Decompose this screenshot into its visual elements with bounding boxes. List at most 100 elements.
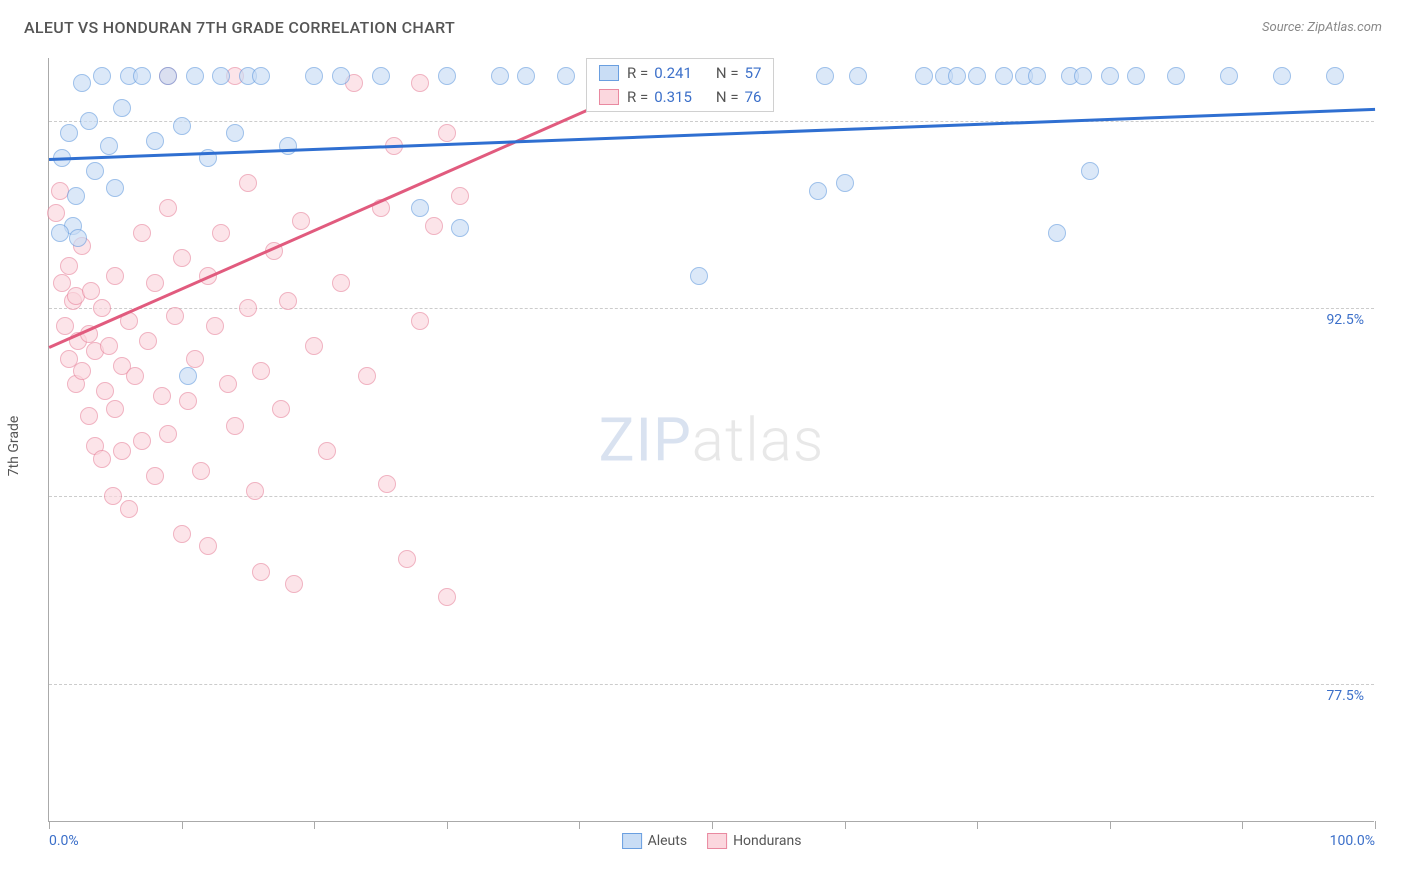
scatter-point <box>239 299 257 317</box>
title-row: ALEUT VS HONDURAN 7TH GRADE CORRELATION … <box>0 0 1406 49</box>
scatter-point <box>968 67 986 85</box>
x-tick <box>1375 821 1376 829</box>
scatter-point <box>226 124 244 142</box>
scatter-point <box>425 217 443 235</box>
scatter-point <box>51 224 69 242</box>
watermark-atlas: atlas <box>692 404 825 475</box>
scatter-point <box>292 212 310 230</box>
scatter-point <box>1127 67 1145 85</box>
scatter-point <box>1028 67 1046 85</box>
scatter-point <box>398 550 416 568</box>
scatter-point <box>159 199 177 217</box>
scatter-point <box>378 475 396 493</box>
scatter-point <box>438 124 456 142</box>
x-tick-label: 0.0% <box>49 833 79 849</box>
y-tick-label: 77.5% <box>1326 688 1364 704</box>
scatter-point <box>93 450 111 468</box>
scatter-point <box>159 67 177 85</box>
x-tick-label: 100.0% <box>1330 833 1375 849</box>
scatter-point <box>173 525 191 543</box>
scatter-point <box>80 407 98 425</box>
scatter-point <box>1273 67 1291 85</box>
x-tick <box>845 821 846 829</box>
scatter-point <box>279 292 297 310</box>
legend: AleutsHondurans <box>622 833 802 849</box>
chart-container: ALEUT VS HONDURAN 7TH GRADE CORRELATION … <box>0 0 1406 892</box>
x-tick <box>1110 821 1111 829</box>
scatter-point <box>995 67 1013 85</box>
scatter-point <box>272 400 290 418</box>
scatter-point <box>113 442 131 460</box>
legend-swatch <box>707 833 727 849</box>
scatter-point <box>1167 67 1185 85</box>
plot-area: ZIPatlas 77.5%92.5%0.0%100.0%R =0.241N =… <box>48 58 1374 822</box>
scatter-point <box>212 67 230 85</box>
scatter-point <box>192 462 210 480</box>
stats-n: N =57 <box>716 64 762 82</box>
scatter-point <box>139 332 157 350</box>
scatter-point <box>411 312 429 330</box>
scatter-point <box>332 274 350 292</box>
scatter-point <box>438 67 456 85</box>
stats-n: N =76 <box>716 88 762 106</box>
scatter-point <box>146 467 164 485</box>
scatter-point <box>411 74 429 92</box>
stats-swatch <box>599 89 619 105</box>
scatter-point <box>86 162 104 180</box>
scatter-point <box>690 267 708 285</box>
scatter-point <box>80 112 98 130</box>
scatter-point <box>849 67 867 85</box>
legend-label: Aleuts <box>648 833 687 849</box>
legend-item: Aleuts <box>622 833 687 849</box>
scatter-point <box>133 224 151 242</box>
x-tick <box>182 821 183 829</box>
stats-r: R =0.315 <box>627 88 692 106</box>
scatter-point <box>120 500 138 518</box>
scatter-point <box>411 199 429 217</box>
scatter-point <box>186 67 204 85</box>
scatter-point <box>557 67 575 85</box>
x-tick <box>314 821 315 829</box>
scatter-point <box>285 575 303 593</box>
scatter-point <box>73 362 91 380</box>
scatter-point <box>451 187 469 205</box>
scatter-point <box>252 67 270 85</box>
scatter-point <box>438 588 456 606</box>
y-axis-label: 7th Grade <box>6 416 22 477</box>
scatter-point <box>67 187 85 205</box>
y-gridline <box>49 684 1374 685</box>
chart-source: Source: ZipAtlas.com <box>1262 20 1382 35</box>
scatter-point <box>166 307 184 325</box>
scatter-point <box>199 537 217 555</box>
y-gridline <box>49 121 1374 122</box>
scatter-point <box>113 99 131 117</box>
scatter-point <box>1326 67 1344 85</box>
scatter-point <box>60 124 78 142</box>
scatter-point <box>1220 67 1238 85</box>
scatter-point <box>252 563 270 581</box>
scatter-point <box>252 362 270 380</box>
scatter-point <box>159 425 177 443</box>
stats-box: R =0.241 N =57 R =0.315 N =76 <box>586 58 774 112</box>
x-tick <box>447 821 448 829</box>
scatter-point <box>332 67 350 85</box>
scatter-point <box>246 482 264 500</box>
scatter-point <box>517 67 535 85</box>
scatter-point <box>47 204 65 222</box>
y-tick-label: 92.5% <box>1326 312 1364 328</box>
scatter-point <box>96 382 114 400</box>
scatter-point <box>100 137 118 155</box>
scatter-point <box>153 387 171 405</box>
x-tick <box>49 821 50 829</box>
scatter-point <box>173 117 191 135</box>
scatter-point <box>82 282 100 300</box>
watermark-zip: ZIP <box>599 404 692 475</box>
scatter-point <box>1081 162 1099 180</box>
scatter-point <box>491 67 509 85</box>
scatter-point <box>1101 67 1119 85</box>
scatter-point <box>106 267 124 285</box>
scatter-point <box>279 137 297 155</box>
scatter-point <box>146 132 164 150</box>
stats-r: R =0.241 <box>627 64 692 82</box>
scatter-point <box>93 299 111 317</box>
